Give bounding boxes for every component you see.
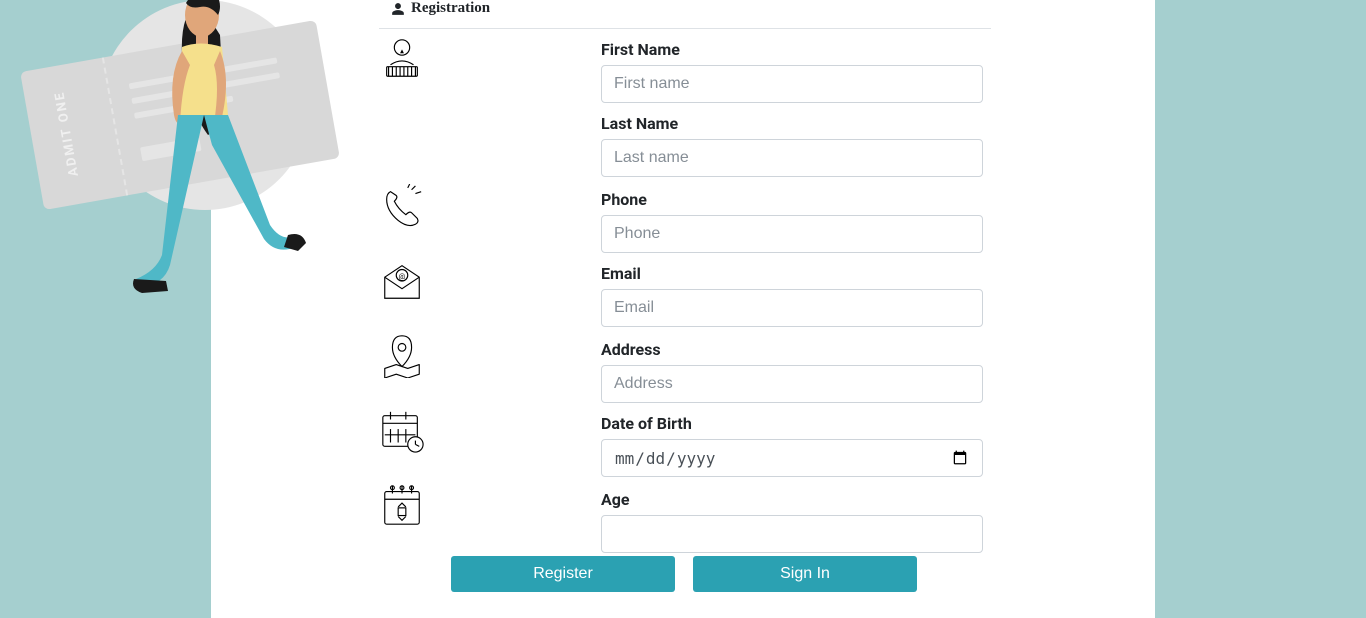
calendar-age-icon bbox=[379, 482, 425, 528]
header-title: Registration bbox=[411, 0, 490, 17]
card-header: Registration bbox=[391, 0, 490, 17]
svg-text:@: @ bbox=[399, 272, 406, 281]
registration-card: Registration First Name Last Name bbox=[211, 0, 1155, 618]
first-name-input[interactable] bbox=[601, 65, 983, 103]
illustration: ADMIT ONE bbox=[20, 0, 330, 310]
ticket-text: ADMIT ONE bbox=[52, 90, 82, 178]
address-input[interactable] bbox=[601, 365, 983, 403]
age-label: Age bbox=[601, 490, 983, 509]
person-walking-icon bbox=[120, 0, 310, 310]
phone-input[interactable] bbox=[601, 215, 983, 253]
user-icon bbox=[391, 2, 405, 16]
dob-label: Date of Birth bbox=[601, 414, 983, 433]
calendar-clock-icon bbox=[379, 408, 425, 454]
phone-label: Phone bbox=[601, 190, 983, 209]
phone-icon bbox=[379, 184, 425, 230]
last-name-label: Last Name bbox=[601, 114, 983, 133]
last-name-input[interactable] bbox=[601, 139, 983, 177]
age-input[interactable] bbox=[601, 515, 983, 553]
dob-input[interactable] bbox=[601, 439, 983, 477]
email-label: Email bbox=[601, 264, 983, 283]
email-input[interactable] bbox=[601, 289, 983, 327]
email-icon: @ bbox=[379, 258, 425, 304]
address-label: Address bbox=[601, 340, 983, 359]
location-icon bbox=[379, 332, 425, 378]
person-card-icon bbox=[379, 36, 425, 82]
divider bbox=[379, 28, 991, 29]
register-button[interactable]: Register bbox=[451, 556, 675, 592]
button-row: Register Sign In bbox=[451, 556, 917, 592]
signin-button[interactable]: Sign In bbox=[693, 556, 917, 592]
first-name-label: First Name bbox=[601, 40, 983, 59]
